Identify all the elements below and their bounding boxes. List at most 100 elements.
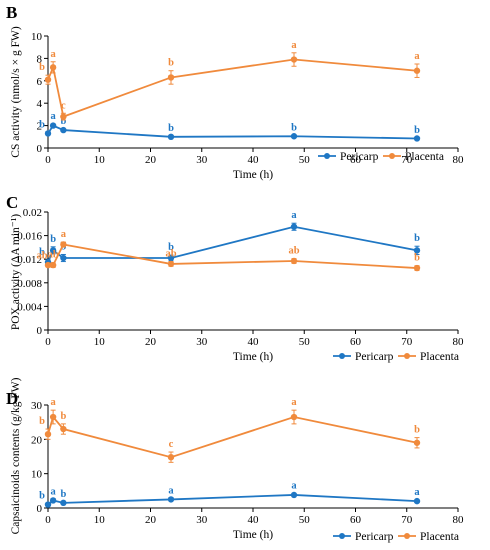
series-line	[47, 124, 418, 140]
significance-letter: b	[168, 123, 174, 134]
significance-letter: a	[291, 210, 297, 221]
significance-letter: b	[39, 247, 45, 258]
y-tick-label: 0	[37, 143, 43, 155]
significance-letter: a	[291, 397, 297, 408]
x-tick-label: 60	[350, 154, 362, 166]
y-tick-label: 2	[37, 121, 43, 133]
chart-panel-d: D 0 10 20 30 0 10 20 30 40 50 60 70 80 Time (h) Capsaic…	[6, 377, 464, 543]
significance-letter: a	[51, 397, 57, 408]
x-tick-label: 30	[196, 336, 208, 348]
x-tick-label: 20	[145, 514, 157, 526]
x-tick-label: 10	[94, 336, 106, 348]
y-axis-label: Capsaicinoids contents (g/kg FW)	[10, 377, 22, 534]
significance-letter: ab	[288, 246, 299, 257]
data-point	[44, 130, 52, 137]
y-tick-label: 0.016	[17, 231, 42, 243]
data-point	[60, 425, 67, 433]
data-point	[44, 261, 52, 269]
panel-label: C	[6, 193, 18, 212]
y-tick-label: 0	[37, 503, 43, 515]
x-tick-label: 50	[299, 154, 311, 166]
data-point	[290, 56, 298, 63]
series-line	[47, 494, 418, 506]
data-point	[167, 254, 175, 262]
series-line	[47, 415, 418, 459]
significance-letter: b	[39, 119, 45, 130]
legend-swatch-marker	[339, 353, 345, 359]
legend: Pericarp Placenta	[318, 151, 444, 163]
significance-letter: b	[414, 253, 420, 264]
legend-swatch-marker	[389, 153, 395, 159]
x-tick-label: 70	[401, 154, 413, 166]
data-point	[44, 501, 52, 508]
x-axis-label: Time (h)	[233, 529, 273, 541]
x-tick-label: 80	[453, 514, 465, 526]
x-tick-label: 40	[248, 154, 260, 166]
data-point	[290, 257, 298, 265]
x-tick-label: 40	[248, 514, 260, 526]
significance-letter: c	[61, 100, 66, 111]
significance-letter: b	[50, 234, 56, 245]
legend-entry: Pericarp	[340, 151, 379, 163]
data-point	[60, 126, 67, 134]
data-point	[167, 133, 175, 140]
legend-entry: Placenta	[405, 151, 444, 163]
series-line	[47, 58, 418, 118]
significance-letter: c	[169, 439, 174, 450]
data-point	[167, 453, 175, 461]
legend: Pericarp Placenta	[333, 531, 459, 543]
y-tick-label: 0	[37, 325, 43, 337]
significance-letter: ab	[36, 250, 47, 261]
x-tick-label: 70	[401, 336, 413, 348]
data-point	[290, 413, 298, 421]
series-line	[47, 225, 418, 263]
series-pericarp: b a b a aa	[39, 481, 420, 508]
significance-letter: b	[39, 416, 45, 427]
x-tick-label: 20	[145, 154, 157, 166]
significance-letter: a	[291, 481, 297, 492]
data-point	[49, 497, 57, 504]
y-tick-label: 4	[37, 98, 43, 110]
x-tick-label: 10	[94, 514, 106, 526]
significance-letter: a	[168, 485, 174, 496]
significance-letter: b	[60, 489, 66, 500]
significance-letter: a	[291, 40, 297, 51]
panel-label: D	[6, 389, 18, 408]
significance-letter: b	[60, 411, 66, 422]
series-pericarp: bbbbab	[39, 210, 421, 266]
series-pericarp: ba bb b b	[39, 111, 421, 142]
significance-letter: b	[414, 233, 420, 244]
y-tick-label: 0.012	[17, 254, 42, 266]
x-tick-label: 0	[45, 514, 51, 526]
x-tick-label: 50	[299, 514, 311, 526]
significance-letter: a	[51, 111, 57, 122]
data-point	[49, 413, 57, 421]
significance-letter: b	[39, 491, 45, 502]
x-tick-label: 0	[45, 154, 51, 166]
significance-letter: a	[414, 487, 420, 498]
significance-letter: a	[414, 51, 420, 62]
data-point	[167, 260, 175, 268]
data-point	[44, 76, 52, 83]
data-point	[413, 264, 421, 272]
legend-entry: Placenta	[420, 351, 459, 363]
data-point	[413, 497, 421, 505]
data-point	[60, 499, 67, 507]
y-tick-label: 20	[31, 434, 43, 446]
legend-swatch-marker	[324, 153, 330, 159]
y-tick-label: 30	[31, 400, 43, 412]
chart-panel-c: C 0 0.004 0.008 0.012 0.016 0.02 0 10 20 30 40 50 60 7…	[6, 193, 464, 363]
data-point	[49, 247, 57, 254]
significance-letter: a	[51, 49, 57, 60]
legend-swatch-marker	[404, 353, 410, 359]
data-point	[413, 439, 421, 446]
legend-entry: Pericarp	[355, 351, 394, 363]
x-tick-label: 80	[453, 336, 465, 348]
data-point	[167, 496, 175, 503]
significance-letter: b	[168, 58, 174, 69]
x-tick-label: 80	[453, 154, 465, 166]
significance-letter: b	[39, 62, 45, 73]
